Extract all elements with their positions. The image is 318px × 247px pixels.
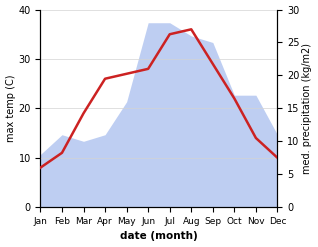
X-axis label: date (month): date (month) bbox=[120, 231, 198, 242]
Y-axis label: max temp (C): max temp (C) bbox=[5, 75, 16, 142]
Y-axis label: med. precipitation (kg/m2): med. precipitation (kg/m2) bbox=[302, 43, 313, 174]
